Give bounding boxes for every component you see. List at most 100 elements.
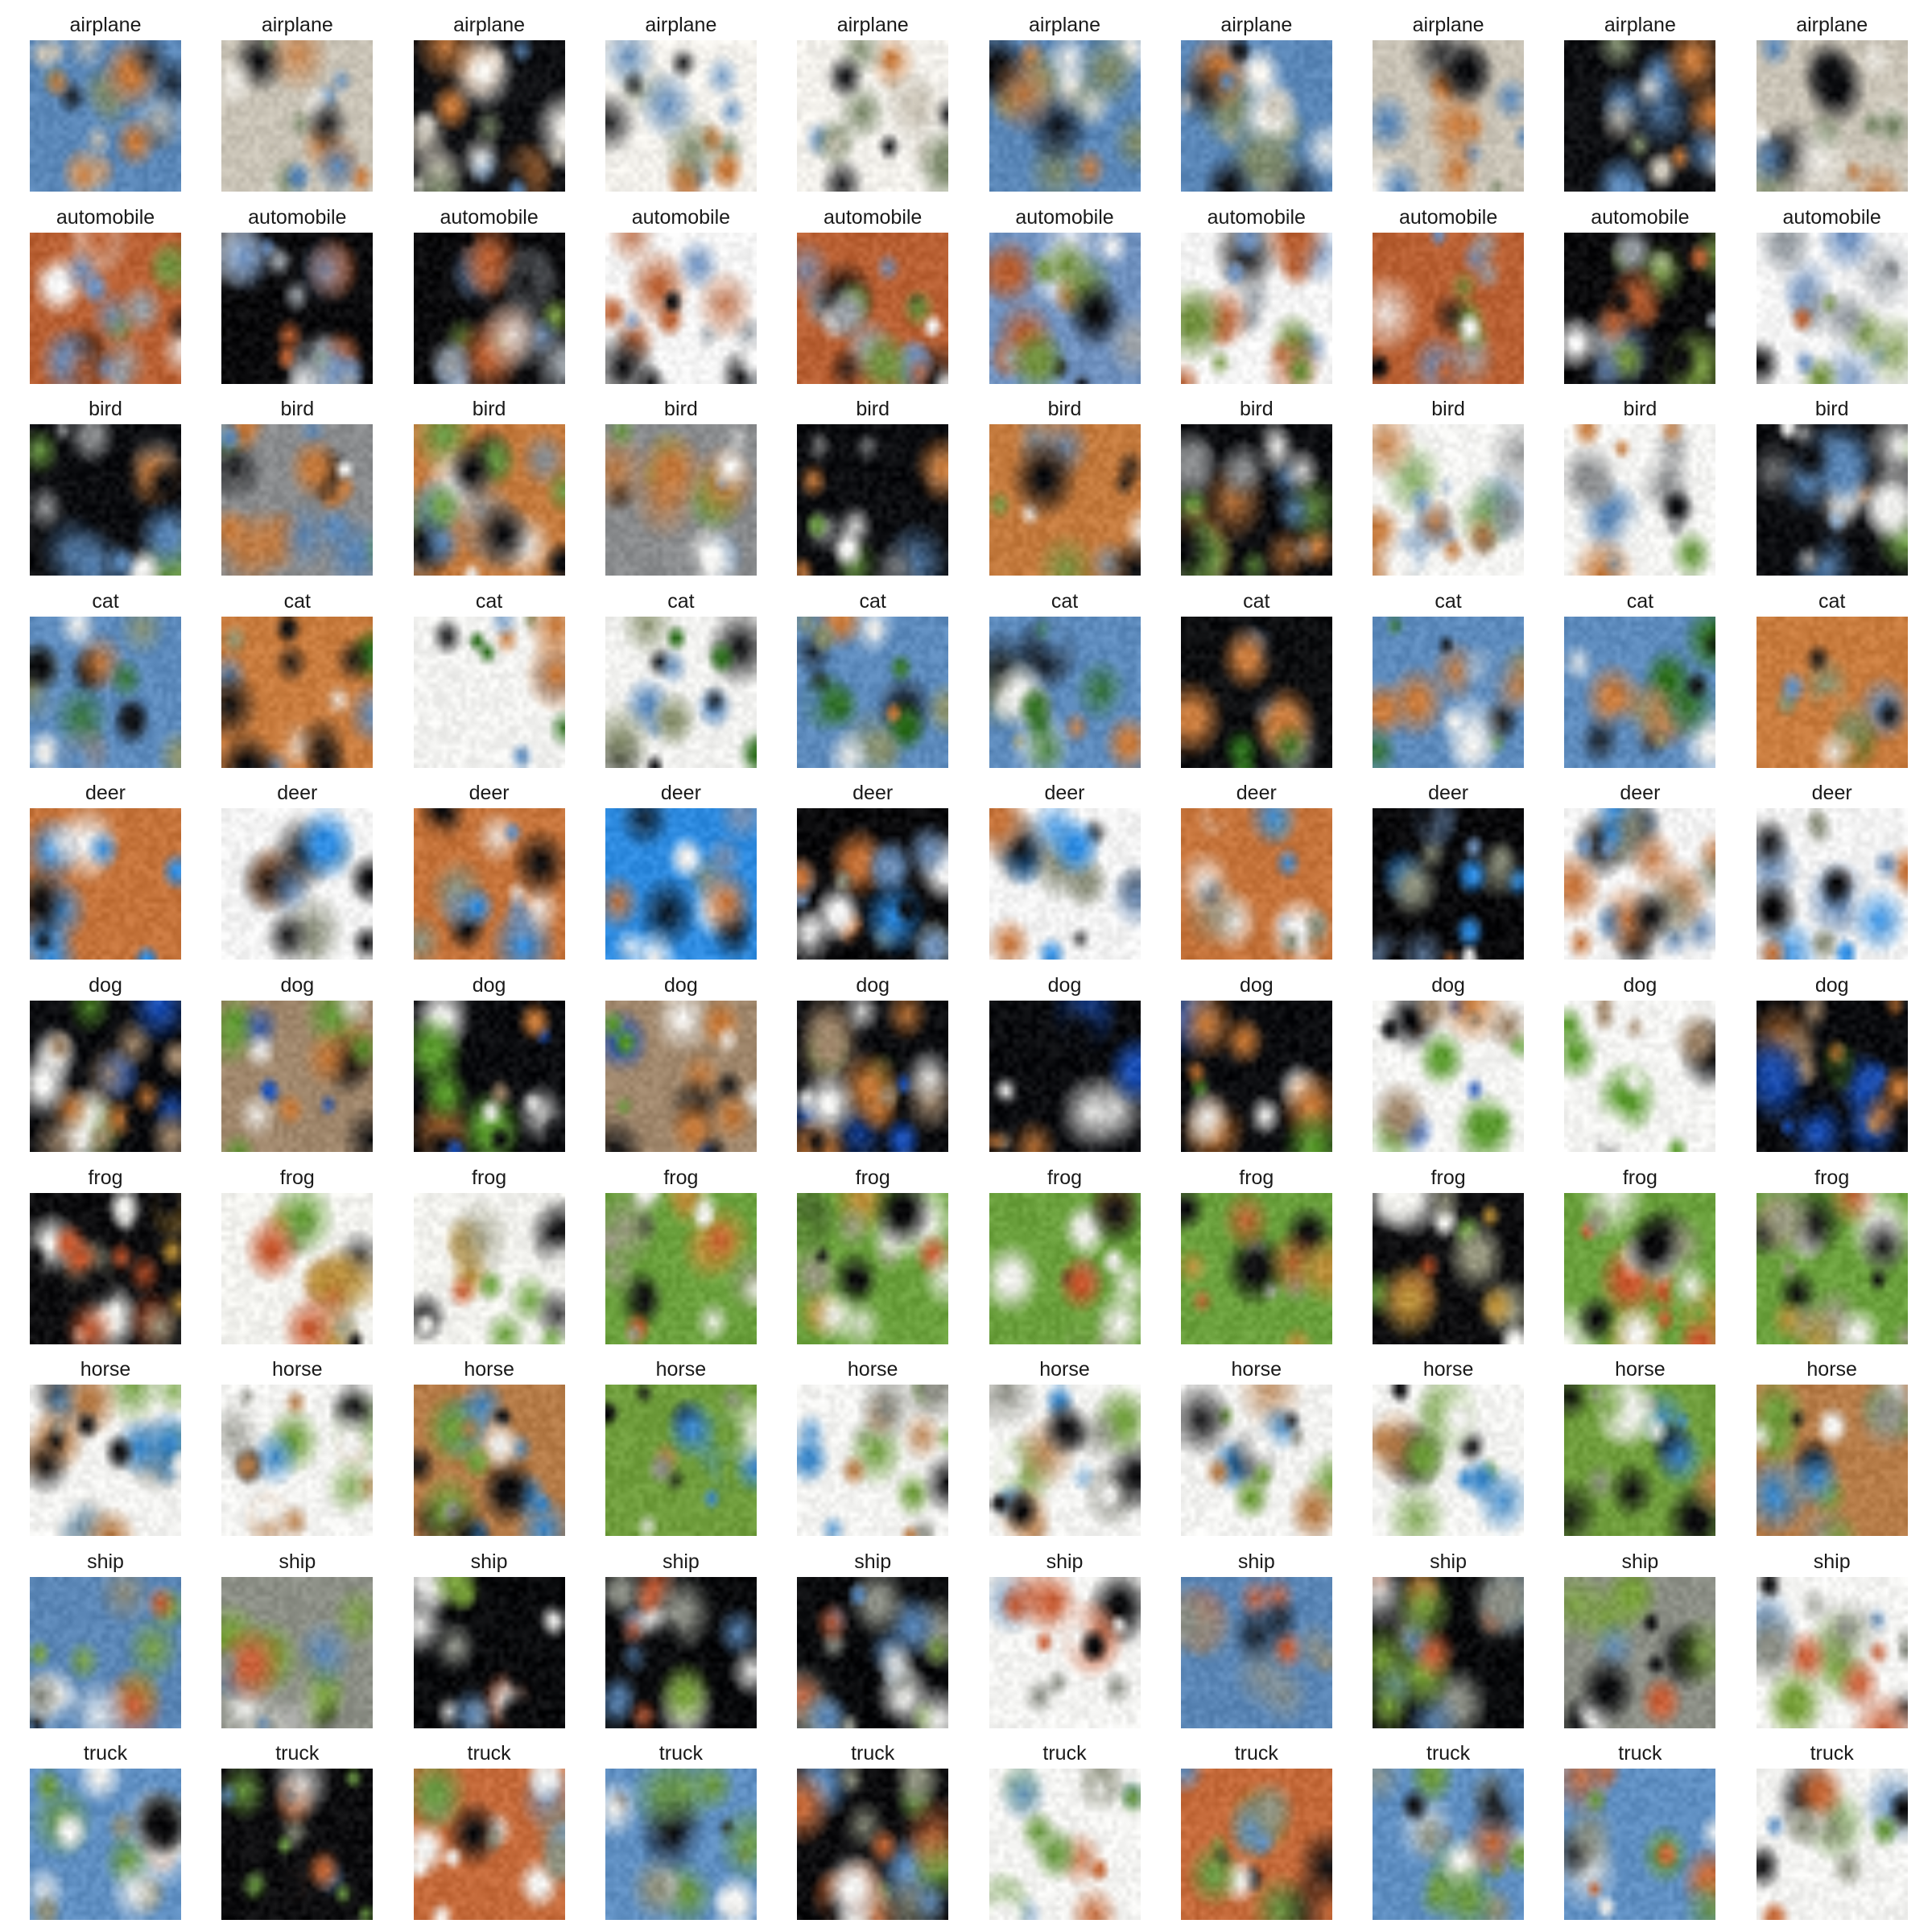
sample-class-label: dog [1623, 974, 1657, 997]
generated-sample-image [989, 1192, 1141, 1344]
generated-sample-image [1564, 1192, 1716, 1344]
generated-sample-image [221, 232, 374, 384]
generated-sample-image [1756, 1385, 1908, 1537]
sample-class-label: deer [1811, 782, 1852, 805]
sample-class-label: ship [1046, 1550, 1084, 1573]
sample-class-label: ship [87, 1550, 124, 1573]
sample-class-label: frog [472, 1166, 507, 1189]
sample-class-label: truck [275, 1742, 320, 1765]
generated-sample-image [1756, 232, 1908, 384]
sample-class-label: bird [472, 398, 506, 421]
generated-sample-image [797, 1576, 949, 1728]
generated-sample-image [1756, 40, 1908, 192]
generated-sample-image [30, 616, 181, 768]
sample-class-label: horse [1806, 1358, 1857, 1381]
sample-class-label: horse [1231, 1358, 1282, 1381]
generated-sample-image [30, 1385, 181, 1537]
generated-sample-image [221, 616, 374, 768]
generated-sample-image [221, 808, 374, 960]
sample-class-label: automobile [824, 205, 923, 229]
sample-class-label: frog [1430, 1166, 1466, 1189]
sample-class-label: deer [1620, 782, 1661, 805]
sample-class-label: truck [1426, 1742, 1471, 1765]
sample-class-label: automobile [1207, 205, 1306, 229]
sample-class-label: automobile [1015, 205, 1114, 229]
generated-sample-image [30, 232, 181, 384]
sample-class-label: cat [1051, 589, 1079, 613]
generated-sample-image [1564, 1576, 1716, 1728]
sample-class-label: automobile [631, 205, 731, 229]
sample-class-label: truck [851, 1742, 895, 1765]
generated-sample-image [1756, 1769, 1908, 1921]
sample-class-label: dog [472, 974, 506, 997]
generated-sample-image [1756, 424, 1908, 576]
generated-sample-image [30, 808, 181, 960]
sample-class-label: ship [279, 1550, 316, 1573]
generated-sample-image [989, 232, 1141, 384]
sample-class-label: deer [1428, 782, 1469, 805]
sample-class-label: dog [664, 974, 698, 997]
sample-class-label: cat [859, 589, 886, 613]
sample-class-label: ship [1430, 1550, 1468, 1573]
generated-sample-image [413, 1769, 565, 1921]
generated-sample-image [1180, 616, 1332, 768]
sample-class-label: airplane [1412, 14, 1484, 36]
generated-sample-image [605, 1385, 757, 1537]
sample-class-label: bird [1814, 398, 1849, 421]
generated-sample-image [413, 1001, 565, 1152]
generated-sample-image [413, 424, 565, 576]
sample-class-label: cat [475, 589, 503, 613]
sample-class-label: truck [1234, 1742, 1278, 1765]
generated-sample-image [1564, 808, 1716, 960]
sample-class-label: airplane [1604, 14, 1676, 36]
sample-class-label: bird [89, 398, 122, 421]
sample-class-label: frog [1622, 1166, 1657, 1189]
generated-sample-image [1373, 616, 1525, 768]
generated-sample-image [1373, 808, 1525, 960]
sample-class-label: bird [1239, 398, 1274, 421]
sample-class-label: dog [1239, 974, 1274, 997]
generated-sample-image [605, 232, 757, 384]
sample-class-label: frog [1239, 1166, 1274, 1189]
generated-sample-image [221, 1385, 374, 1537]
sample-class-label: ship [662, 1550, 700, 1573]
generated-sample-image [1373, 40, 1525, 192]
sample-class-label: frog [88, 1166, 123, 1189]
sample-class-label: automobile [440, 205, 539, 229]
generated-sample-image [413, 1385, 565, 1537]
sample-class-label: frog [1046, 1166, 1083, 1189]
sample-class-label: cat [1626, 589, 1654, 613]
generated-sample-image [605, 808, 757, 960]
sample-class-label: dog [856, 974, 890, 997]
generated-sample-image [413, 40, 565, 192]
sample-class-label: automobile [56, 205, 155, 229]
generated-sample-image [1180, 232, 1332, 384]
sample-class-label: deer [469, 782, 510, 805]
sample-class-label: horse [464, 1358, 514, 1381]
sample-class-label: ship [470, 1550, 508, 1573]
sample-class-label: truck [1810, 1742, 1854, 1765]
sample-class-label: deer [277, 782, 318, 805]
sample-class-label: automobile [1782, 205, 1881, 229]
sample-class-label: horse [1422, 1358, 1474, 1381]
generated-sample-image [989, 1576, 1141, 1728]
sample-class-label: truck [83, 1742, 128, 1765]
sample-class-label: deer [852, 782, 894, 805]
generated-sample-image [989, 1001, 1141, 1152]
sample-class-label: ship [854, 1550, 892, 1573]
generated-sample-image [221, 1192, 374, 1344]
sample-class-label: airplane [1029, 14, 1100, 36]
generated-sample-image [1756, 1192, 1908, 1344]
sample-class-label: dog [280, 974, 315, 997]
sample-class-label: deer [1044, 782, 1085, 805]
generated-sample-image [1373, 424, 1525, 576]
sample-class-label: bird [280, 398, 315, 421]
sample-class-label: airplane [1796, 14, 1868, 36]
generated-sample-image [1180, 1576, 1332, 1728]
sample-class-label: airplane [69, 14, 142, 36]
sample-class-label: frog [279, 1166, 315, 1189]
generated-sample-image [797, 1001, 949, 1152]
sample-class-label: horse [655, 1358, 707, 1381]
sample-class-label: automobile [248, 205, 347, 229]
